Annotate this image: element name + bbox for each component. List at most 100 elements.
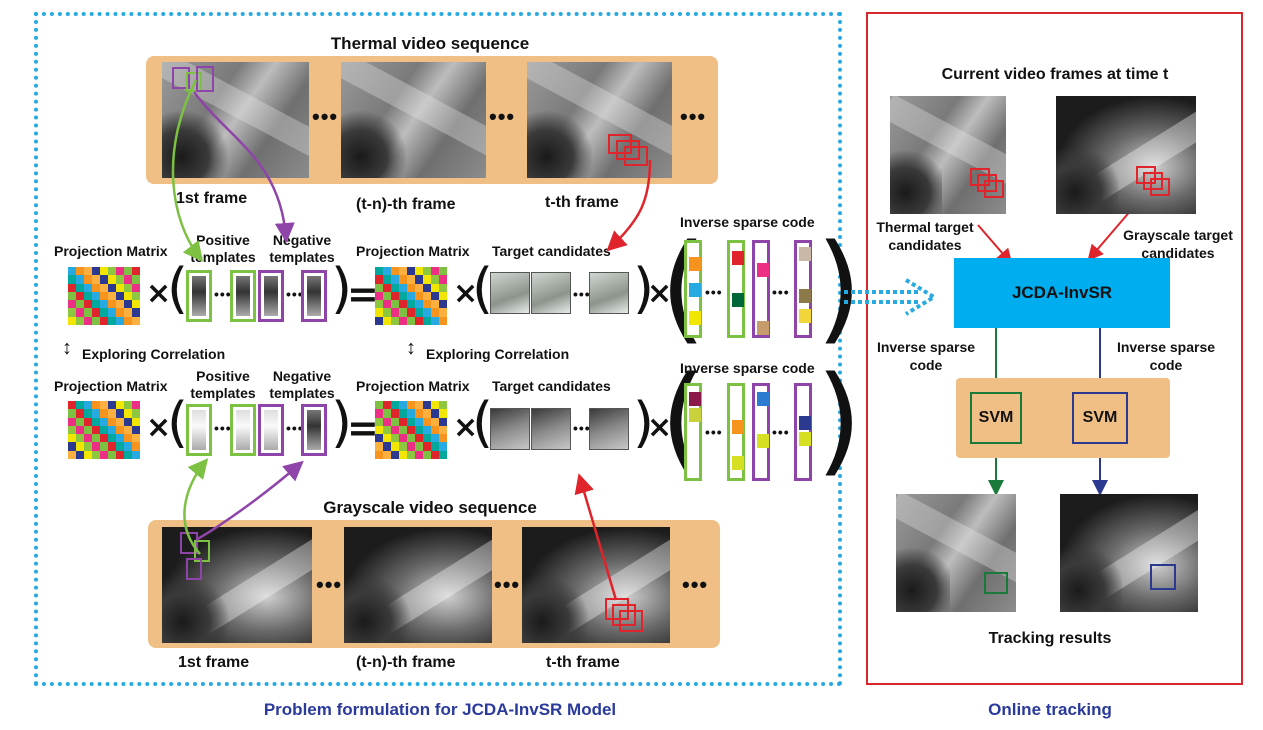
matrix-cell	[92, 316, 101, 325]
positive-sample-arrow	[183, 458, 209, 555]
grayscale-frame-label-2: (t-n)-th frame	[356, 654, 456, 671]
matrix-cell	[383, 401, 392, 410]
projection-matrix-label-4: Projection Matrix	[356, 378, 470, 394]
negative-template	[258, 270, 284, 322]
matrix-cell	[108, 316, 117, 325]
template-ellipsis: •••	[214, 420, 232, 436]
matrix-cell	[423, 401, 432, 410]
matrix-cell	[108, 417, 117, 427]
target-candidate	[531, 408, 571, 450]
matrix-cell	[76, 425, 85, 435]
left-panel-caption: Problem formulation for JCDA-InvSR Model	[263, 700, 617, 719]
matrix-cell	[100, 283, 109, 293]
matrix-cell	[415, 417, 424, 427]
matrix-cell	[439, 409, 447, 419]
matrix-cell	[124, 450, 133, 459]
matrix-cell	[391, 450, 400, 459]
matrix-cell	[423, 283, 432, 293]
matrix-cell	[415, 450, 424, 459]
matrix-cell	[407, 409, 416, 419]
matrix-cell	[399, 417, 408, 427]
candidate-ellipsis: •••	[573, 286, 591, 302]
matrix-cell	[76, 300, 85, 309]
matrix-cell	[92, 300, 101, 309]
matrix-cell	[68, 316, 77, 325]
negative-template	[258, 404, 284, 456]
matrix-cell	[383, 417, 392, 427]
thermal-frame-t	[527, 62, 672, 178]
matrix-cell	[391, 434, 400, 443]
matrix-cell	[383, 425, 392, 435]
current-thermal-candidate-box	[970, 168, 990, 186]
template-ellipsis: •••	[286, 286, 304, 302]
matrix-cell	[84, 442, 93, 452]
matrix-cell	[68, 267, 77, 276]
open-paren: (	[167, 391, 189, 454]
matrix-cell	[68, 417, 77, 427]
grayscale-candidates-label: Grayscale target candidates	[1123, 227, 1233, 261]
matrix-cell	[423, 417, 432, 427]
matrix-cell	[391, 316, 400, 325]
times-sign: ×	[647, 410, 673, 445]
sparse-code-ellipsis: •••	[705, 284, 723, 300]
thermal-frame-label-2: (t-n)-th frame	[356, 196, 456, 213]
target-candidate	[589, 408, 629, 450]
matrix-cell	[68, 300, 77, 309]
correlation-arrow: ↕	[62, 337, 72, 359]
matrix-cell	[375, 291, 384, 301]
matrix-cell	[76, 291, 85, 301]
matrix-cell	[92, 308, 101, 318]
matrix-cell	[375, 434, 384, 443]
matrix-cell	[124, 267, 133, 276]
grayscale-frame-label-1: 1st frame	[178, 654, 250, 671]
matrix-cell	[132, 417, 140, 427]
projection-matrix-label-3: Projection Matrix	[54, 378, 168, 394]
matrix-cell	[431, 417, 440, 427]
matrix-cell	[431, 275, 440, 285]
matrix-cell	[439, 275, 447, 285]
matrix-cell	[76, 308, 85, 318]
matrix-cell	[375, 275, 384, 285]
matrix-cell	[108, 409, 117, 419]
current-grayscale-candidate-box	[1143, 172, 1163, 190]
projection-matrix-3	[68, 401, 140, 459]
matrix-cell	[439, 283, 447, 293]
matrix-cell	[84, 450, 93, 459]
matrix-cell	[399, 275, 408, 285]
matrix-cell	[375, 267, 384, 276]
matrix-cell	[116, 300, 125, 309]
matrix-cell	[407, 434, 416, 443]
matrix-cell	[108, 275, 117, 285]
matrix-cell	[407, 275, 416, 285]
matrix-cell	[116, 401, 125, 410]
matrix-cell	[68, 308, 77, 318]
jcda-invsr-label: JCDA-InvSR	[1011, 283, 1113, 302]
matrix-cell	[423, 291, 432, 301]
matrix-cell	[100, 316, 109, 325]
close-paren: )	[331, 391, 353, 454]
matrix-cell	[116, 409, 125, 419]
matrix-cell	[415, 283, 424, 293]
matrix-cell	[68, 401, 77, 410]
negative-sample-arrow	[193, 91, 295, 243]
inverse-sparse-code-green-label: Inverse sparse code	[876, 339, 976, 373]
matrix-cell	[391, 409, 400, 419]
inverse-sparse-code-label-1: Inverse sparse code	[680, 214, 815, 230]
matrix-cell	[124, 308, 133, 318]
matrix-cell	[391, 300, 400, 309]
matrix-cell	[431, 300, 440, 309]
matrix-cell	[68, 425, 77, 435]
problem-formulation-panel	[34, 12, 842, 686]
matrix-cell	[92, 450, 101, 459]
matrix-cell	[399, 434, 408, 443]
matrix-cell	[100, 450, 109, 459]
positive-templates-label-2: Positive templates	[190, 368, 256, 401]
matrix-cell	[100, 267, 109, 276]
matrix-cell	[100, 425, 109, 435]
matrix-cell	[132, 291, 140, 301]
sparse-code-column	[684, 383, 702, 481]
matrix-cell	[100, 417, 109, 427]
negative-template	[301, 270, 327, 322]
thermal-ellipsis-1: •••	[312, 104, 339, 129]
matrix-cell	[431, 267, 440, 276]
